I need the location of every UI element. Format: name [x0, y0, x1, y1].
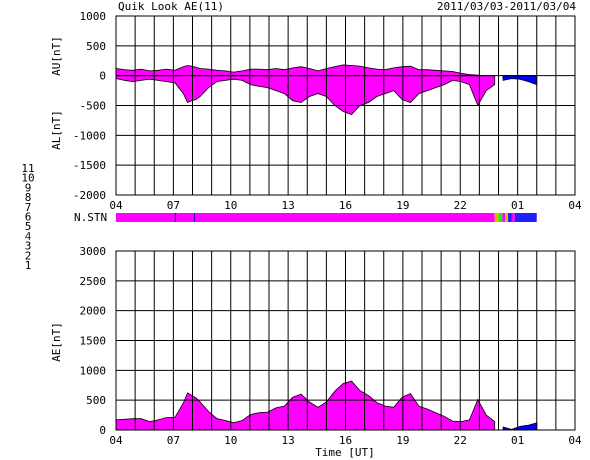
- date-range: 2011/03/03-2011/03/04: [437, 0, 576, 13]
- legend-station-10: 10: [21, 172, 34, 185]
- plot-frame: [115, 250, 576, 431]
- y-tick-label: -2000: [73, 189, 106, 202]
- y-tick-label: 0: [99, 70, 106, 83]
- x-tick-label: 01: [511, 199, 524, 212]
- x-tick-label: 07: [167, 199, 180, 212]
- x-tick-label: 10: [224, 434, 237, 447]
- legend-station-11: 11: [21, 162, 34, 175]
- station-segment: [498, 213, 503, 222]
- x-tick-label: 10: [224, 199, 237, 212]
- x-tick-label: 22: [454, 434, 467, 447]
- al-area: [115, 75, 496, 115]
- y-tick-label: 0: [99, 424, 106, 437]
- y-tick-label: -1500: [73, 159, 106, 172]
- x-axis-label: Time [UT]: [315, 446, 375, 459]
- ae-axis-label: AE[nT]: [50, 322, 63, 362]
- y-tick-label: -500: [80, 100, 107, 113]
- x-tick-label: 01: [511, 434, 524, 447]
- station-segment: [494, 213, 499, 222]
- legend-station-4: 4: [25, 230, 32, 243]
- legend-station-8: 8: [25, 191, 32, 204]
- plot-frame: [115, 15, 576, 196]
- au-area: [115, 64, 496, 77]
- legend-station-2: 2: [25, 249, 32, 262]
- y-tick-label: 3000: [80, 245, 107, 258]
- al-axis-label: AL[nT]: [50, 110, 63, 150]
- legend-station-5: 5: [25, 220, 32, 233]
- x-tick-label: 04: [109, 199, 123, 212]
- station-count-label: N.STN: [74, 211, 107, 224]
- y-tick-label: 500: [86, 394, 106, 407]
- y-tick-label: 500: [86, 40, 106, 53]
- au-axis-label: AU[nT]: [50, 36, 63, 76]
- station-segment: [116, 213, 495, 222]
- station-segment: [505, 213, 509, 222]
- x-tick-label: 04: [568, 434, 582, 447]
- chart-title: Quik Look AE(11): [118, 0, 224, 13]
- y-tick-label: -1000: [73, 129, 106, 142]
- x-tick-label: 13: [282, 434, 295, 447]
- x-tick-label: 16: [339, 434, 352, 447]
- legend-station-6: 6: [25, 211, 32, 224]
- station-segment: [511, 213, 515, 222]
- ae-area: [115, 380, 496, 431]
- y-tick-label: 1000: [80, 364, 107, 377]
- station-segment: [514, 213, 537, 222]
- legend-station-9: 9: [25, 181, 32, 194]
- legend-station-3: 3: [25, 240, 32, 253]
- y-tick-label: 1500: [80, 335, 107, 348]
- x-tick-label: 13: [282, 199, 295, 212]
- station-segment: [502, 213, 506, 222]
- x-tick-label: 04: [568, 199, 582, 212]
- x-tick-label: 19: [396, 199, 409, 212]
- legend-station-1: 1: [25, 259, 32, 272]
- x-tick-label: 07: [167, 434, 180, 447]
- al-area-late: [502, 75, 538, 86]
- y-tick-label: 2000: [80, 305, 107, 318]
- x-tick-label: 19: [396, 434, 409, 447]
- x-tick-label: 22: [454, 199, 467, 212]
- ae-area-late: [502, 422, 538, 431]
- x-tick-label: 16: [339, 199, 352, 212]
- y-tick-label: 1000: [80, 10, 107, 23]
- station-count-bar: [116, 213, 537, 222]
- legend-station-7: 7: [25, 201, 32, 214]
- station-segment: [508, 213, 512, 222]
- x-tick-label: 04: [109, 434, 123, 447]
- y-tick-label: 2500: [80, 275, 107, 288]
